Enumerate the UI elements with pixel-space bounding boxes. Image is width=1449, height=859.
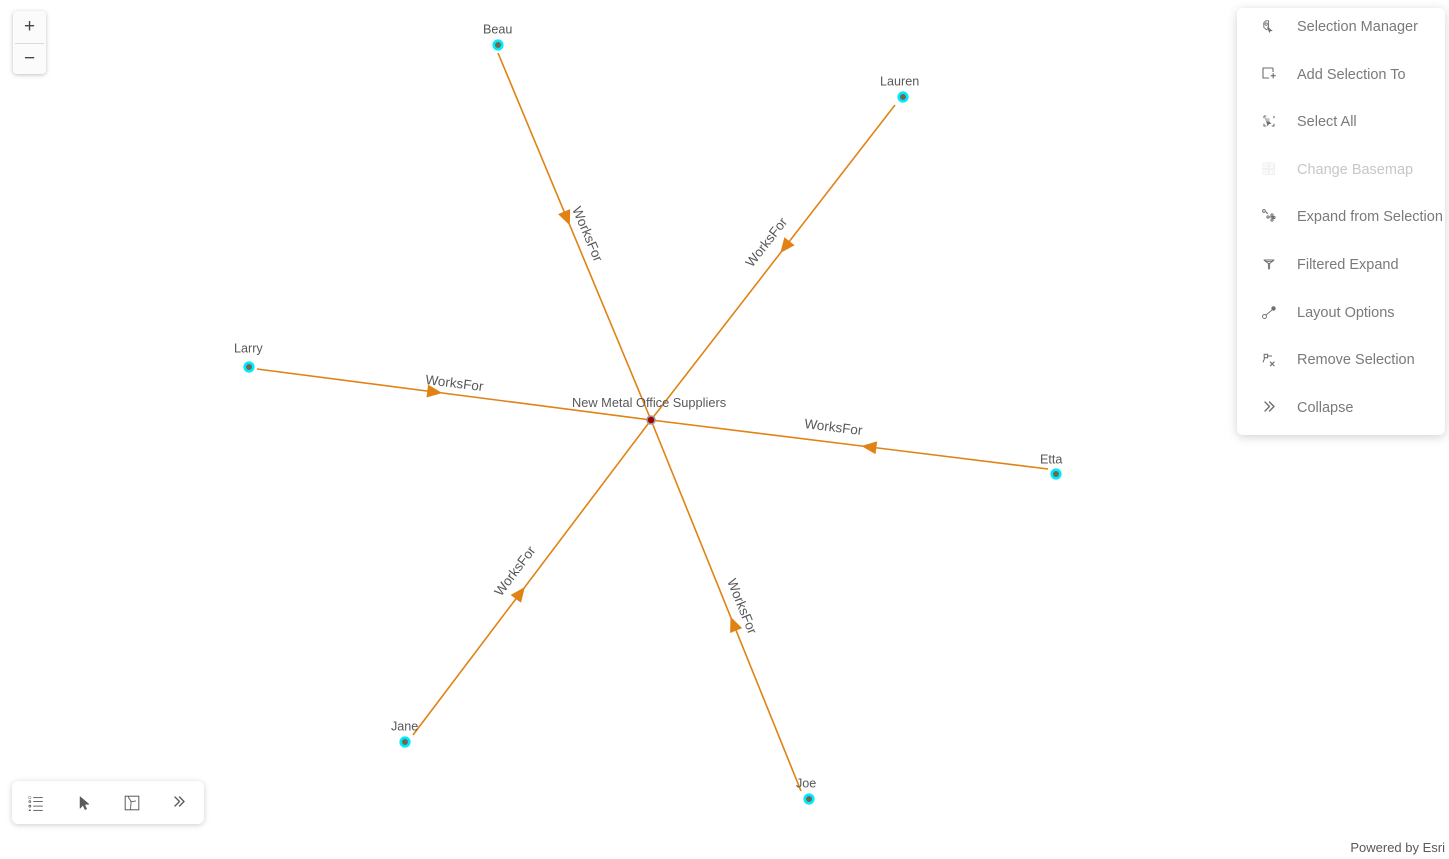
svg-text:Beau: Beau bbox=[483, 23, 512, 37]
svg-text:Lauren: Lauren bbox=[880, 75, 919, 89]
svg-text:Larry: Larry bbox=[234, 342, 263, 356]
svg-text:WorksFor: WorksFor bbox=[491, 543, 538, 599]
svg-text:WorksFor: WorksFor bbox=[724, 577, 760, 637]
svg-text:WorksFor: WorksFor bbox=[804, 416, 864, 438]
svg-text:Joe: Joe bbox=[796, 777, 816, 791]
svg-text:Jane: Jane bbox=[391, 720, 418, 734]
svg-text:Etta: Etta bbox=[1040, 453, 1062, 467]
svg-text:WorksFor: WorksFor bbox=[569, 204, 606, 264]
svg-text:New Metal Office Suppliers: New Metal Office Suppliers bbox=[572, 395, 726, 410]
